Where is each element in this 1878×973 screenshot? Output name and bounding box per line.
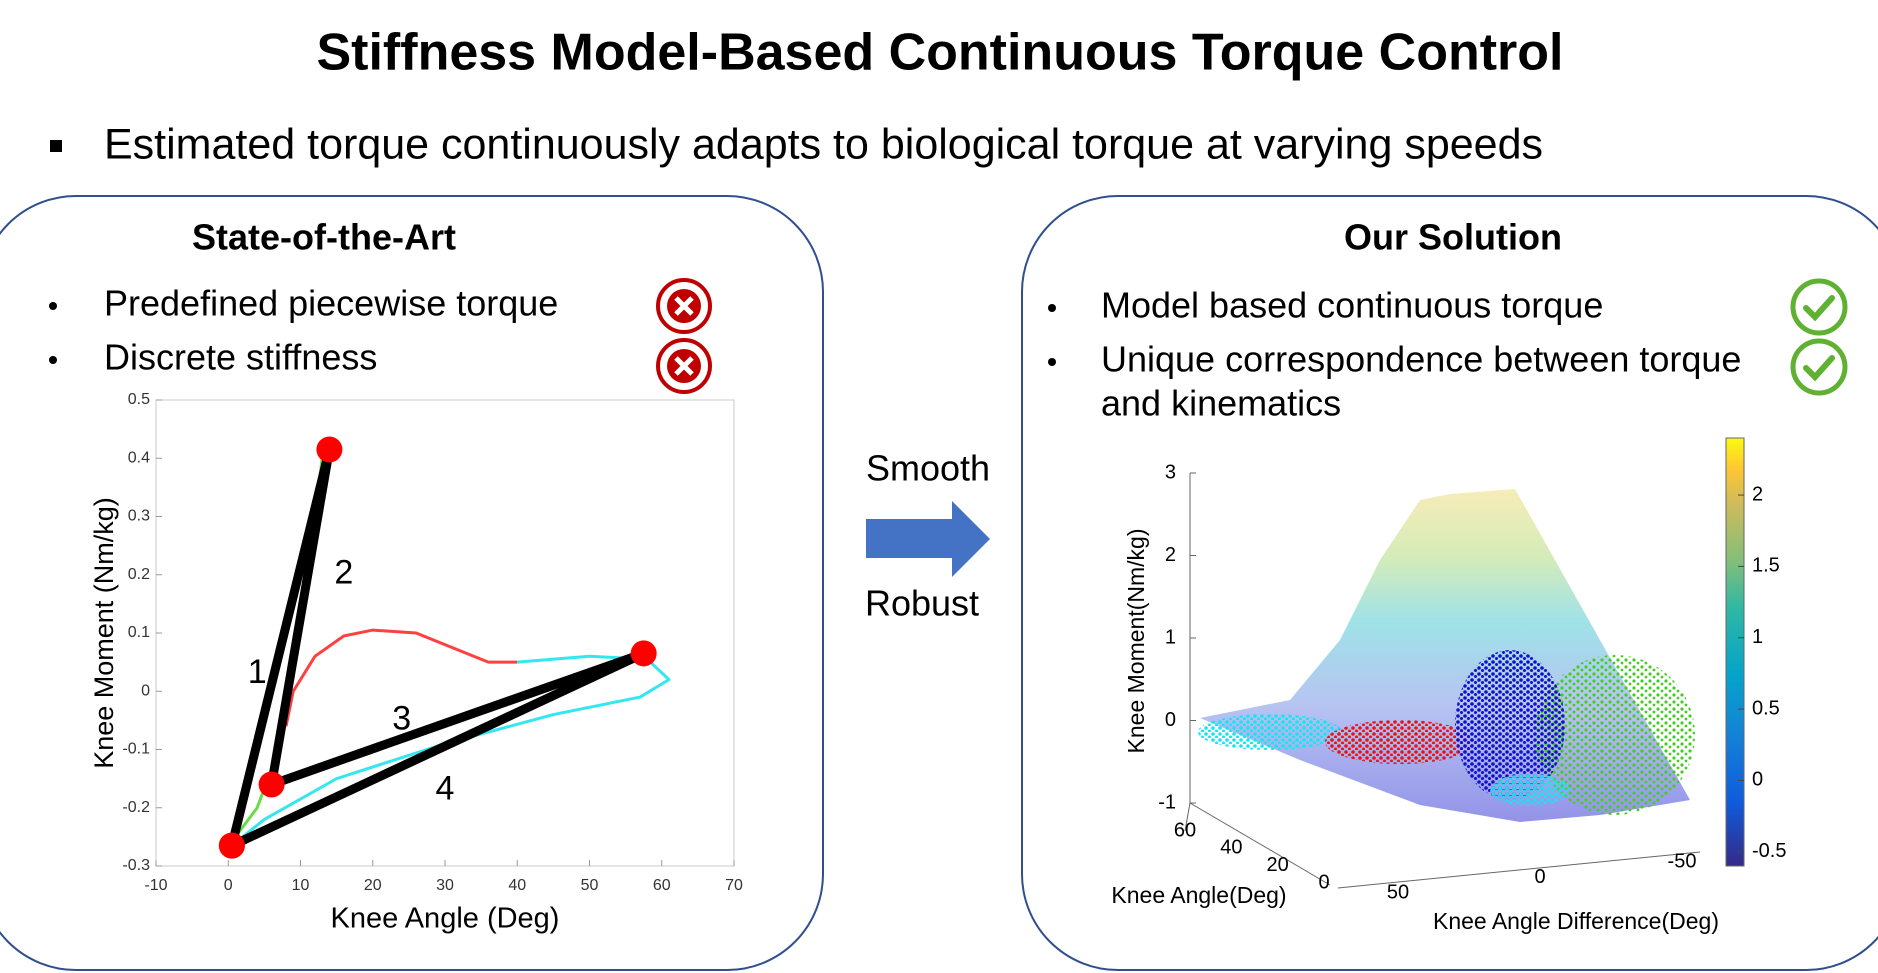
colorbar-tick-label: 2: [1752, 483, 1763, 505]
scatter-cluster: [1198, 714, 1342, 750]
x-tick-label: 70: [725, 877, 743, 894]
x-tick-label: 40: [508, 877, 526, 894]
arrow-label: Smooth: [866, 448, 990, 489]
segment-label: 4: [436, 769, 455, 807]
y-tick-label: 20: [1267, 854, 1289, 876]
z-tick-label: 1: [1165, 626, 1176, 648]
point: [258, 771, 285, 798]
segment-label: 1: [248, 653, 267, 691]
x-tick-label: 0: [1534, 866, 1545, 888]
y-tick-label: 0.4: [128, 449, 150, 466]
y-axis-label: Knee Moment (Nm/kg): [89, 497, 119, 769]
y-tick-label: -0.2: [122, 799, 150, 816]
scatter-cluster: [1490, 774, 1570, 806]
bullet-dot: [1048, 358, 1056, 366]
x-tick-label: -50: [1668, 850, 1697, 872]
colorbar-tick-label: 0.5: [1752, 697, 1780, 719]
colorbar-tick-label: 0: [1752, 769, 1763, 791]
left-chart: -10 0 10 20 30 40 50 60 70 -0.3 -0.2 -0.1 0 0.1 0.2 0.3…: [89, 391, 743, 934]
y-tick-label: 60: [1174, 819, 1196, 841]
bullet-marker: [50, 140, 62, 152]
point: [316, 436, 343, 463]
point: [218, 832, 245, 859]
z-tick-label: 2: [1165, 544, 1176, 566]
x-tick-label: 0: [224, 877, 233, 894]
cross-icon: [656, 338, 712, 394]
y-tick-label: 40: [1220, 837, 1242, 859]
point: [630, 640, 657, 667]
y-tick-label: 0.3: [128, 508, 150, 525]
scatter-cluster: [1455, 650, 1565, 800]
y-axis-label: Knee Angle(Deg): [1111, 882, 1286, 908]
y-tick-label: 0.2: [128, 566, 150, 583]
bullet-text: Estimated torque continuously adapts to …: [104, 120, 1543, 168]
colorbar-tick-label: -0.5: [1752, 840, 1786, 862]
z-tick-label: 0: [1165, 709, 1176, 731]
x-tick-label: 60: [653, 877, 671, 894]
bullet-text: Predefined piecewise torque: [104, 283, 558, 324]
arrow-label: Robust: [865, 583, 979, 624]
arrow: [866, 501, 990, 577]
y-tick-label: 0.5: [128, 391, 150, 408]
y-tick-label: 0.1: [128, 624, 150, 641]
y-tick-label: 0: [141, 682, 150, 699]
colorbar-tick-label: 1: [1752, 626, 1763, 648]
panel-heading: State-of-the-Art: [192, 217, 456, 258]
y-tick-label: -0.1: [122, 741, 150, 758]
bullet-text: Unique correspondence between torque: [1101, 339, 1741, 380]
z-axis-label: Knee Moment(Nm/kg): [1123, 529, 1149, 754]
x-axis-label: Knee Angle (Deg): [331, 903, 560, 935]
x-tick-label: 10: [292, 877, 310, 894]
z-tick-label: 3: [1165, 461, 1176, 483]
y-tick-label: -0.3: [122, 857, 150, 874]
x-axis-label: Knee Angle Difference(Deg): [1433, 908, 1719, 934]
scatter-cluster: [1535, 655, 1695, 815]
colorbar: [1725, 437, 1745, 867]
bullet-dot: [1048, 304, 1056, 312]
bullet-text: Discrete stiffness: [104, 337, 377, 378]
curve: [284, 628, 518, 727]
x-tick-label: 20: [364, 877, 382, 894]
x-tick-label: 30: [436, 877, 454, 894]
check-icon: [1790, 338, 1848, 396]
x-tick-label: 50: [1387, 881, 1409, 903]
x-tick-label: -10: [144, 877, 167, 894]
cross-icon: [656, 278, 712, 334]
slide-title: Stiffness Model-Based Continuous Torque …: [316, 24, 1563, 82]
y-tick-label: 0: [1318, 871, 1329, 893]
segment-label: 2: [334, 554, 353, 592]
bullet-dot: [49, 302, 57, 310]
bullet-text: Model based continuous torque: [1101, 285, 1603, 326]
bullet-text: and kinematics: [1101, 383, 1341, 424]
panel-heading: Our Solution: [1344, 217, 1562, 258]
check-icon: [1790, 278, 1848, 336]
segment-label: 3: [392, 699, 411, 737]
z-tick-label: -1: [1158, 791, 1176, 813]
x-tick-label: 50: [581, 877, 599, 894]
bullet-dot: [49, 356, 57, 364]
colorbar-tick-label: 1.5: [1752, 555, 1780, 577]
plot-frame: [155, 399, 735, 867]
scatter-cluster: [1325, 720, 1475, 764]
axis-line: [1337, 851, 1701, 889]
